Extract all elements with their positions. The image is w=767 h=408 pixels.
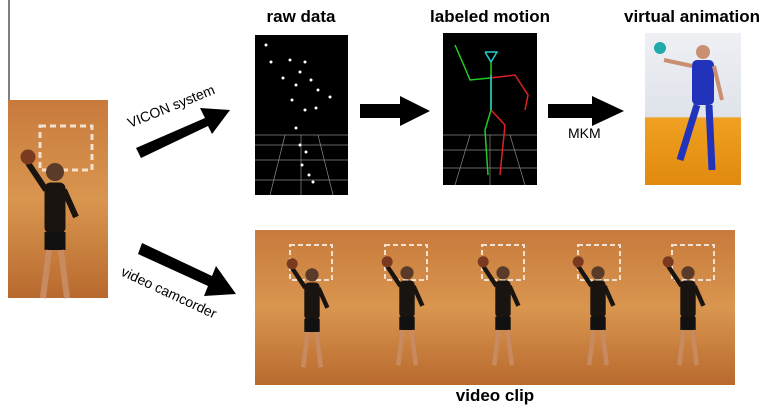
video-clip-strip (255, 230, 735, 385)
panel-title: raw data (267, 7, 337, 26)
arrow (548, 96, 624, 126)
mkm-label: MKM (568, 125, 601, 141)
panel-title: labeled motion (430, 7, 550, 26)
panel-title: virtual animation (624, 7, 760, 26)
source-photo (8, 100, 108, 298)
diagram: VICON system video camcorder raw data la… (0, 0, 767, 408)
arrow (360, 96, 430, 126)
virtual-animation-image (645, 33, 741, 185)
camcorder-label: video camcorder (119, 263, 220, 321)
labeled-motion-panel (443, 33, 537, 185)
raw-data-panel (255, 35, 348, 195)
video-clip-label: video clip (456, 386, 534, 405)
